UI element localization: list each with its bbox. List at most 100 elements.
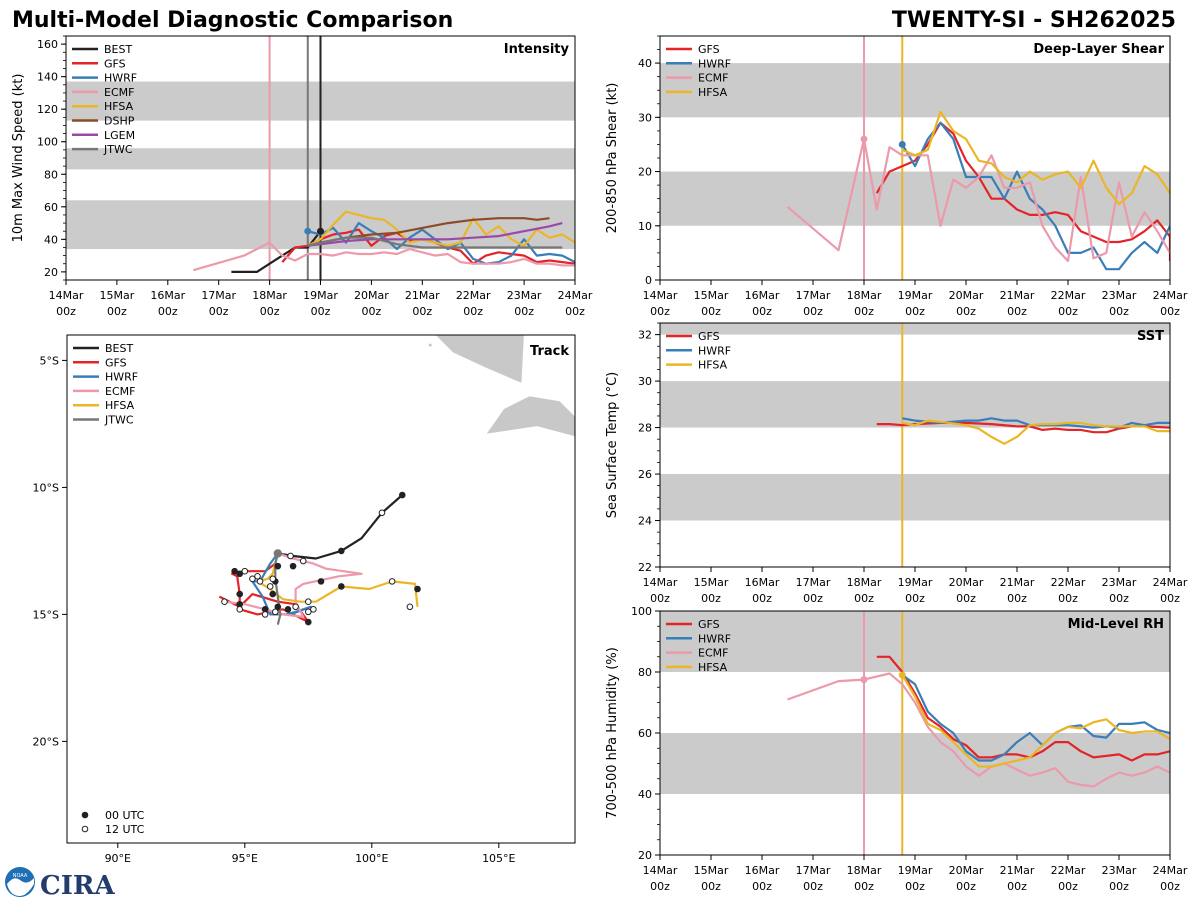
- intensity-xtick-day: 18Mar: [252, 289, 287, 302]
- shear-series-group: [786, 110, 1170, 271]
- shear-band: [660, 171, 1170, 226]
- rh-xtick-day: 20Mar: [949, 864, 984, 877]
- shear-xtick-label: 17Mar 00z: [796, 289, 831, 318]
- rh-ytick-label: 100: [631, 605, 652, 618]
- rh-y-axis-label: 700-500 hPa Humidity (%): [605, 647, 620, 819]
- sst-xtick-day: 17Mar: [796, 576, 831, 589]
- intensity-xtick-day: 22Mar: [456, 289, 491, 302]
- intensity-ytick-label: 40: [44, 233, 58, 246]
- track-fix-00utc: [236, 570, 244, 578]
- intensity-xtick-day: 23Mar: [507, 289, 542, 302]
- shear-xtick-hour: 00z: [1160, 305, 1180, 318]
- sst-ytick-label: 30: [638, 375, 652, 388]
- intensity-xtick-day: 19Mar: [303, 289, 338, 302]
- track-fix-12utc: [266, 583, 274, 590]
- track-fix-12utc: [221, 598, 228, 606]
- intensity-xtick-day: 21Mar: [405, 289, 440, 302]
- intensity-xtick-hour: 00z: [209, 305, 229, 318]
- intensity-xtick-label: 23Mar 00z: [507, 289, 542, 318]
- legend-12utc-marker: [81, 825, 89, 833]
- track-ytick-label: 15°S: [33, 608, 59, 621]
- track-map-layer: [218, 335, 575, 626]
- track-line-gfs: [218, 553, 310, 624]
- track-fix-12utc: [305, 598, 312, 606]
- track-fix-12utc: [261, 611, 269, 618]
- intensity-legend-label-hwrf: HWRF: [104, 72, 137, 85]
- track-xtick-label: 105°E: [482, 852, 515, 865]
- track-line-ecmf: [224, 552, 363, 618]
- sst-ytick-label: 28: [638, 422, 652, 435]
- track-legend-label-hfsa: HFSA: [105, 399, 135, 412]
- rh-series-hwrf: [901, 674, 1170, 762]
- intensity-series-jtwc: [307, 236, 563, 249]
- track-legend-label-gfs: GFS: [105, 356, 127, 369]
- rh-xtick-hour: 00z: [803, 880, 823, 893]
- shear-panel: 0 10 20 30 40 14Mar 00z 15Mar 00z 16Mar 00z 17Mar 00…: [605, 35, 1188, 318]
- small-island: [428, 343, 432, 347]
- track-fix-12utc: [254, 573, 261, 580]
- intensity-ytick-label: 120: [37, 103, 58, 116]
- intensity-xtick-day: 15Mar: [100, 289, 135, 302]
- shear-xtick-hour: 00z: [956, 305, 976, 318]
- track-fix-00utc: [269, 590, 277, 598]
- track-ytick-label: 20°S: [33, 735, 59, 748]
- track-xtick-label: 90°E: [105, 852, 131, 865]
- shear-series-hfsa: [901, 110, 1170, 206]
- track-frame: [66, 334, 576, 844]
- shear-legend-label-gfs: GFS: [698, 43, 720, 56]
- intensity-ytick-label: 100: [37, 136, 58, 149]
- sst-xtick-label: 16Mar 00z: [745, 576, 780, 605]
- rh-legend-label-hfsa: HFSA: [698, 661, 728, 674]
- intensity-ytick-label: 20: [44, 266, 58, 279]
- rh-xtick-label: 24Mar 00z: [1153, 864, 1188, 893]
- sst-xtick-hour: 00z: [1109, 592, 1129, 605]
- rh-xtick-label: 17Mar 00z: [796, 864, 831, 893]
- rh-ytick-label: 80: [638, 666, 652, 679]
- track-fix-00utc: [338, 583, 345, 590]
- rh-xtick-label: 21Mar 00z: [1000, 864, 1035, 893]
- sst-band: [660, 474, 1170, 521]
- sst-xtick-hour: 00z: [1160, 592, 1180, 605]
- shear-ytick-label: 40: [638, 57, 652, 70]
- intensity-series-ecmf: [192, 241, 575, 272]
- track-fix-00utc: [236, 600, 244, 608]
- intensity-xtick-label: 19Mar 00z: [303, 289, 338, 318]
- intensity-xtick-label: 22Mar 00z: [456, 289, 491, 318]
- sst-xtick-label: 21Mar 00z: [1000, 576, 1035, 605]
- rh-xtick-hour: 00z: [1109, 880, 1129, 893]
- rh-xtick-hour: 00z: [956, 880, 976, 893]
- intensity-legend-label-dshp: DSHP: [104, 115, 135, 128]
- rh-xtick-label: 22Mar 00z: [1051, 864, 1086, 893]
- sst-panel-title: SST: [1137, 329, 1164, 344]
- shear-xtick-label: 14Mar 00z: [643, 289, 678, 318]
- track-fix-12utc: [292, 603, 299, 611]
- shear-marker-hwrf: [898, 140, 906, 148]
- rh-xtick-day: 22Mar: [1051, 864, 1086, 877]
- rh-panel-title: Mid-Level RH: [1068, 617, 1164, 632]
- track-fix-12utc: [406, 603, 414, 611]
- intensity-marker-best: [317, 227, 324, 235]
- track-fix-00utc: [274, 562, 282, 570]
- rh-series-group: [787, 655, 1170, 788]
- sst-legend-label-hwrf: HWRF: [698, 344, 731, 357]
- track-fix-12utc: [287, 552, 294, 560]
- sst-xtick-day: 19Mar: [898, 576, 933, 589]
- shear-xtick-hour: 00z: [905, 305, 925, 318]
- cira-logo: NOAA CIRA: [5, 867, 115, 900]
- sst-xtick-hour: 00z: [803, 592, 823, 605]
- track-fix-00utc: [274, 603, 282, 611]
- shear-xtick-hour: 00z: [803, 305, 823, 318]
- intensity-xtick-hour: 00z: [107, 305, 127, 318]
- track-fix-12utc: [378, 509, 386, 517]
- intensity-xtick-day: 24Mar: [558, 289, 593, 302]
- sst-xtick-day: 23Mar: [1102, 576, 1137, 589]
- intensity-legend-label-hfsa: HFSA: [104, 100, 134, 113]
- sst-xtick-hour: 00z: [1007, 592, 1027, 605]
- shear-xtick-day: 22Mar: [1051, 289, 1086, 302]
- rh-marker-ecmf: [860, 676, 868, 684]
- track-legend-label-jtwc: JTWC: [104, 414, 134, 427]
- intensity-xtick-label: 17Mar 00z: [201, 289, 236, 318]
- sst-ytick-label: 24: [638, 515, 652, 528]
